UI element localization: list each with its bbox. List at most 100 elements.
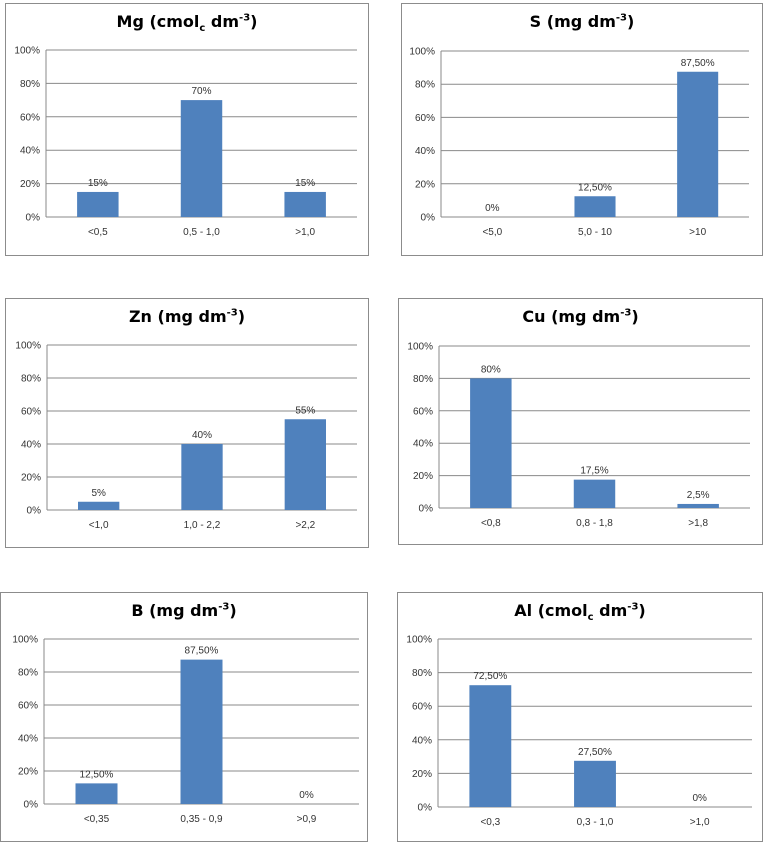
chart-panel-cu: Cu (mg dm-3) 0% 20% 40% 60% 80% 100% 80% <0,8 17… (398, 298, 763, 545)
bar (180, 100, 223, 217)
x-tick-label: 5,0 - 10 (578, 227, 612, 238)
bar-chart-b: 0% 20% 40% 60% 80% 100% 12,50% <0,35 87,50% 0,35 … (12, 635, 359, 825)
y-tick-label: 60% (413, 406, 433, 417)
x-tick-label: >0,9 (297, 814, 317, 825)
data-label: 87,50% (185, 646, 219, 657)
chart-title: Cu (mg dm-3) (522, 307, 639, 326)
bar-chart-zn: 0% 20% 40% 60% 80% 100% 5% <1,0 40% 1,0 - 2,2 55% >… (15, 341, 357, 531)
bar (677, 503, 719, 508)
x-tick-label: <0,8 (481, 518, 501, 529)
data-label: 12,50% (578, 182, 612, 193)
y-tick-label: 0% (24, 800, 39, 811)
x-tick-label: >1,8 (688, 518, 708, 529)
y-tick-label: 0% (421, 213, 436, 224)
y-tick-label: 40% (412, 735, 432, 746)
bar (574, 196, 616, 217)
x-tick-label: 0,35 - 0,9 (180, 814, 223, 825)
bar (469, 685, 512, 807)
bar (77, 191, 119, 217)
x-tick-label: <0,35 (84, 814, 110, 825)
bar (284, 191, 326, 217)
y-tick-label: 20% (18, 767, 38, 778)
x-tick-label: 0,3 - 1,0 (577, 817, 614, 828)
x-tick-label: >2,2 (295, 520, 315, 531)
chart-title: S (mg dm-3) (529, 12, 635, 31)
chart-panel-zn: Zn (mg dm-3) 0% 20% 40% 60% 80% 100% 5% <1,0 40%… (5, 298, 369, 548)
y-tick-label: 100% (407, 342, 433, 353)
chart-title: Al (cmolc dm-3) (514, 601, 646, 624)
x-tick-label: 1,0 - 2,2 (184, 520, 221, 531)
y-tick-label: 100% (12, 635, 38, 646)
bar (78, 501, 120, 510)
chart-title: Mg (cmolc dm-3) (116, 12, 258, 35)
y-tick-label: 40% (413, 439, 433, 450)
x-tick-label: >1,0 (690, 817, 710, 828)
bar (470, 378, 512, 508)
x-tick-label: <5,0 (482, 227, 502, 238)
y-tick-label: 20% (20, 179, 40, 190)
bar-chart-mg: 0% 20% 40% 60% 80% 100% 15% <0,5 70% 0,5 - 1,0 15%… (14, 46, 357, 238)
y-tick-label: 0% (26, 213, 41, 224)
bar (75, 783, 118, 804)
data-label: 72,50% (473, 671, 507, 682)
x-tick-label: >10 (689, 227, 706, 238)
x-tick-label: <1,0 (89, 520, 109, 531)
y-tick-label: 60% (21, 407, 41, 418)
y-tick-label: 40% (415, 146, 435, 157)
x-tick-label: <0,3 (480, 817, 500, 828)
bar (573, 479, 616, 508)
y-tick-label: 0% (419, 504, 434, 515)
chart-panel-s: S (mg dm-3) 0% 20% 40% 60% 80% 100% 0% <5,0 12,5… (401, 3, 763, 256)
x-tick-label: <0,5 (88, 227, 108, 238)
chart-panel-mg: Mg (cmolc dm-3) 0% 20% 40% 60% 80% 100% 15% <0,… (5, 3, 369, 256)
bar (181, 444, 223, 510)
chart-title: Zn (mg dm-3) (128, 307, 246, 326)
y-tick-label: 60% (18, 701, 38, 712)
bar-chart-cu: 0% 20% 40% 60% 80% 100% 80% <0,8 17,5% 0,8 - 1,8 2… (407, 342, 750, 529)
y-tick-label: 60% (412, 702, 432, 713)
bar (677, 71, 719, 217)
bar-chart-s: 0% 20% 40% 60% 80% 100% 0% <5,0 12,50% 5,0 - 10 87… (409, 47, 749, 238)
y-tick-label: 80% (415, 80, 435, 91)
data-label: 0% (485, 203, 500, 214)
y-tick-label: 80% (18, 668, 38, 679)
y-tick-label: 80% (20, 79, 40, 90)
y-tick-label: 40% (20, 146, 40, 157)
data-label: 0% (692, 793, 707, 804)
chart-panel-b: B (mg dm-3) 0% 20% 40% 60% 80% 100% 12,50% <0,3… (0, 592, 368, 842)
y-tick-label: 60% (415, 113, 435, 124)
data-label: 15% (295, 178, 315, 189)
bar (284, 419, 326, 510)
y-tick-label: 80% (412, 668, 432, 679)
data-label: 87,50% (681, 58, 715, 69)
x-tick-label: 0,8 - 1,8 (576, 518, 613, 529)
data-label: 40% (192, 430, 212, 441)
bar (180, 659, 223, 804)
y-tick-label: 80% (413, 374, 433, 385)
x-tick-label: 0,5 - 1,0 (183, 227, 220, 238)
y-tick-label: 0% (27, 506, 42, 517)
y-tick-label: 20% (412, 769, 432, 780)
data-label: 2,5% (687, 490, 710, 501)
chart-panel-al: Al (cmolc dm-3) 0% 20% 40% 60% 80% 100% 72,50%… (397, 592, 763, 842)
y-tick-label: 100% (14, 46, 40, 57)
data-label: 80% (481, 364, 501, 375)
data-label: 0% (299, 790, 314, 801)
y-tick-label: 20% (415, 179, 435, 190)
chart-title: B (mg dm-3) (131, 601, 237, 620)
data-label: 12,50% (80, 769, 114, 780)
y-tick-label: 100% (15, 341, 41, 352)
x-tick-label: >1,0 (295, 227, 315, 238)
y-tick-label: 80% (21, 374, 41, 385)
y-tick-label: 60% (20, 112, 40, 123)
data-label: 5% (91, 488, 106, 499)
data-label: 55% (295, 405, 315, 416)
y-tick-label: 20% (21, 473, 41, 484)
y-tick-label: 40% (21, 440, 41, 451)
data-label: 27,50% (578, 747, 612, 758)
y-tick-label: 100% (409, 47, 435, 58)
data-label: 17,5% (580, 466, 608, 477)
bar (574, 760, 616, 807)
y-tick-label: 0% (418, 803, 433, 814)
data-label: 15% (88, 178, 108, 189)
